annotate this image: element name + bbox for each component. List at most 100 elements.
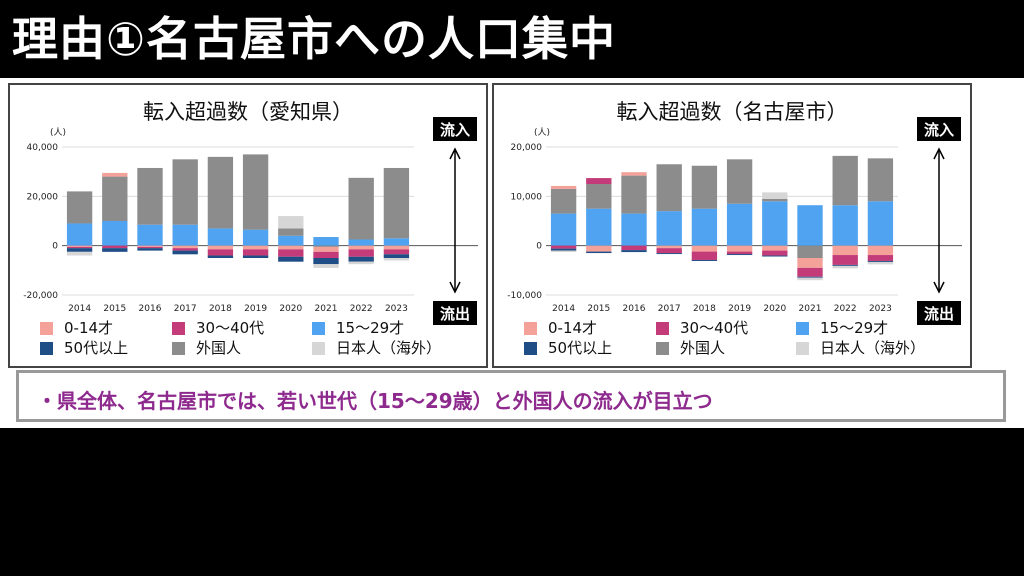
bar-age_15_29-2021 [797, 205, 823, 246]
legend-swatch-age_50plus [524, 342, 537, 355]
bar-age_15_29-2016 [621, 213, 647, 246]
inflow-label-box [433, 117, 477, 141]
x-tick-label: 2023 [869, 304, 892, 314]
legend-swatch-japanese_abroad [796, 342, 809, 355]
legend-label-age_15_29: 15〜29才 [336, 319, 404, 337]
chart-nagoya: 転入超過数（名古屋市） (人) -10,000 0 10,000 20,000 2014 20… [507, 100, 962, 357]
bar-age_0_14-2021 [313, 246, 339, 252]
inflow-label: 流入 [440, 121, 470, 139]
bar-japanese_abroad_out-2023 [383, 258, 410, 261]
x-tick-label: 2022 [350, 304, 373, 314]
chart-aichi: 転入超過数（愛知県） (人) -20,000 0 20,000 40,000 2014 201… [23, 100, 478, 357]
bar-age_30_40-2023 [383, 249, 410, 255]
bar-age_15_29-2021 [313, 237, 339, 246]
bar-foreign-2019 [242, 154, 269, 230]
outflow-label-box [917, 301, 961, 325]
bar-age_15_29-2022 [832, 205, 858, 246]
chart-title: 転入超過数（愛知県） [143, 100, 353, 124]
bar-age_0_14-2014 [550, 185, 577, 189]
bar-age_30_40-2018 [207, 249, 234, 256]
legend-label-age_15_29: 15〜29才 [820, 319, 888, 337]
y-tick-label: 20,000 [27, 192, 59, 202]
bar-age_30_40-2020 [762, 250, 788, 256]
bar-age_15_29-2015 [586, 208, 612, 246]
x-tick-label: 2018 [209, 304, 232, 314]
bar-japanese_abroad_out-2014 [550, 250, 577, 253]
bar-age_50plus-2022 [348, 256, 374, 262]
x-tick-label: 2020 [279, 304, 302, 314]
bar-age_0_14-2022 [832, 245, 858, 256]
legend-swatch-japanese_abroad [312, 342, 325, 355]
x-tick-label: 2021 [799, 304, 822, 314]
y-tick-label: 10,000 [511, 192, 543, 202]
bar-foreign-2014 [550, 188, 577, 214]
bar-age_0_14-2019 [726, 245, 753, 252]
bar-japanese_abroad_out-2023 [867, 261, 894, 265]
bar-age_15_29-2016 [137, 224, 163, 246]
legend-swatch-foreign [172, 342, 185, 355]
bar-foreign-2017 [656, 164, 682, 212]
bar-foreign-2015 [586, 184, 612, 209]
bar-age_50plus-2023 [867, 260, 894, 262]
bar-age_50plus-2021 [313, 258, 339, 265]
footer-bar [0, 428, 1024, 576]
bar-age_0_14-2023 [867, 245, 894, 256]
bar-age_50plus-2020 [762, 255, 788, 257]
legend-label-age_0_14: 0-14才 [64, 319, 113, 337]
bar-age_50plus-2022 [832, 264, 858, 266]
bar-age_0_14-2018 [207, 245, 234, 250]
legend-swatch-age_0_14 [524, 322, 537, 335]
x-tick-label: 2018 [693, 304, 716, 314]
x-tick-label: 2016 [139, 304, 162, 314]
bar-age_30_40-2023 [867, 255, 894, 261]
x-tick-label: 2015 [103, 304, 126, 314]
bar-age_0_14-2015 [586, 245, 612, 252]
x-tick-label: 2023 [385, 304, 408, 314]
bar-foreign-2021 [797, 245, 823, 258]
bar-age_50plus-2020 [278, 256, 304, 262]
bar-age_50plus-2017 [656, 253, 682, 255]
bar-age_30_40-2021 [313, 251, 339, 258]
bar-age_15_29-2023 [383, 238, 410, 246]
bar-age_15_29-2022 [348, 239, 374, 246]
bar-age_50plus-2014 [550, 248, 577, 251]
bar-japanese_abroad_out-2022 [348, 261, 374, 265]
header-bar: 理由①名古屋市への人口集中 [0, 0, 1024, 78]
y-tick-label: -20,000 [23, 291, 58, 301]
bar-age_15_29-2017 [656, 211, 682, 246]
bar-age_0_14-2019 [242, 245, 269, 250]
bar-age_15_29-2020 [278, 235, 304, 246]
bar-foreign-2016 [621, 175, 647, 214]
bar-foreign-2019 [726, 159, 753, 204]
bar-age_30_40-2016 [137, 246, 163, 249]
bar-age_50plus-2016 [137, 248, 163, 251]
inflow-label-box [917, 117, 961, 141]
bar-age_15_29-2014 [550, 213, 577, 246]
legend-swatch-foreign [656, 342, 669, 355]
bar-age_30_40-2018 [691, 251, 718, 260]
arrow-up-head [933, 147, 945, 160]
bar-age_0_14-2014 [66, 245, 93, 247]
bar-age_50plus-2015 [586, 251, 612, 254]
bar-japanese_abroad-2020 [278, 216, 304, 229]
x-tick-label: 2019 [244, 304, 267, 314]
chart-title: 転入超過数（名古屋市） [617, 100, 848, 124]
bar-foreign-2014 [66, 191, 93, 224]
bar-age_0_14-2015 [102, 172, 128, 177]
x-tick-label: 2020 [763, 304, 786, 314]
legend-label-age_50plus: 50代以上 [548, 339, 612, 357]
legend-swatch-age_50plus [40, 342, 53, 355]
bar-age_15_29-2017 [172, 224, 198, 246]
bar-age_15_29-2019 [242, 229, 269, 246]
bar-foreign-2018 [691, 165, 718, 209]
bar-age_30_40-2019 [242, 249, 269, 256]
legend-label-age_30_40: 30〜40代 [196, 319, 264, 337]
bar-foreign-2016 [137, 167, 163, 225]
arrow-up-head [449, 147, 461, 160]
bar-foreign-2018 [207, 156, 234, 229]
bar-japanese_abroad_out-2014 [66, 251, 93, 256]
bar-age_50plus-2018 [691, 259, 718, 261]
page-title: 理由①名古屋市への人口集中 [12, 12, 616, 66]
y-tick-label: 20,000 [511, 143, 543, 153]
bar-age_30_40-2021 [797, 267, 823, 277]
